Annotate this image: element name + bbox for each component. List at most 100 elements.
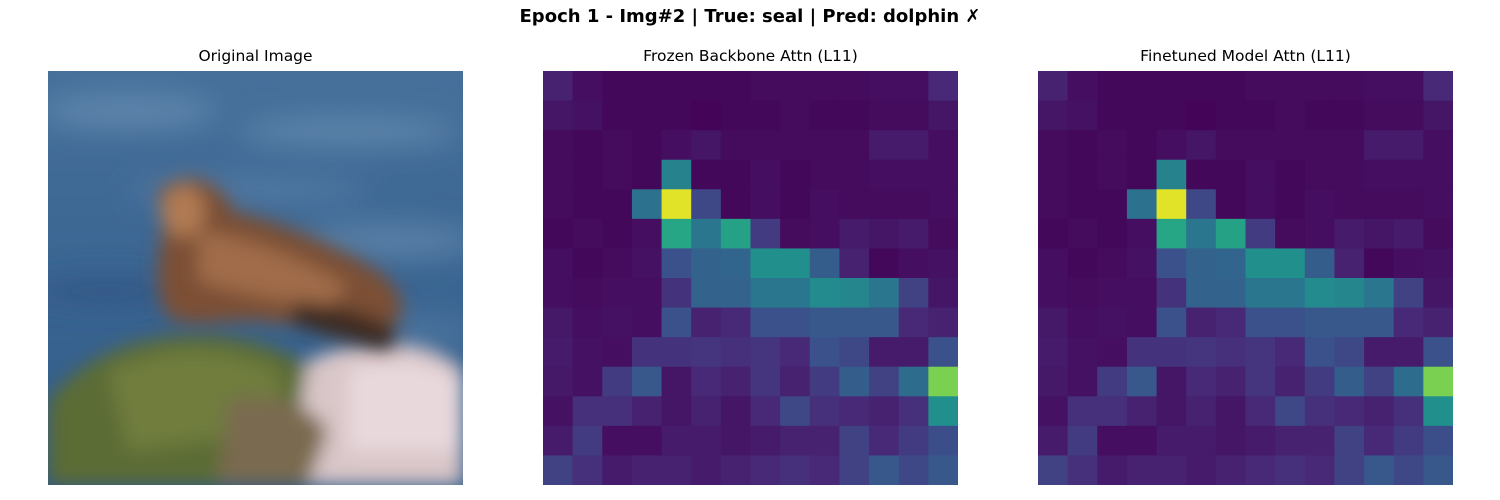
frozen-cell-r8-c5: [691, 307, 722, 338]
frozen-cell-r9-c2: [602, 337, 633, 368]
finetuned-cell-r1-c7: [1245, 100, 1276, 131]
frozen-cell-r0-c3: [631, 71, 663, 102]
frozen-cell-r6-c1: [572, 248, 603, 279]
finetuned-cell-r2-c11: [1364, 130, 1395, 161]
finetuned-cell-r6-c6: [1215, 248, 1247, 279]
frozen-cell-r13-c4: [661, 455, 692, 485]
frozen-cell-r0-c1: [572, 71, 603, 102]
finetuned-cell-r12-c4: [1156, 425, 1187, 457]
frozen-cell-r4-c6: [720, 189, 752, 220]
frozen-cell-r3-c12: [898, 159, 929, 190]
frozen-cell-r11-c10: [839, 396, 870, 427]
frozen-cell-r12-c3: [631, 425, 663, 457]
frozen-cell-r4-c5: [691, 189, 722, 220]
finetuned-cell-r2-c9: [1304, 130, 1336, 161]
frozen-cell-r13-c5: [691, 455, 722, 485]
frozen-cell-r1-c9: [809, 100, 841, 131]
frozen-cell-r11-c6: [720, 396, 752, 427]
finetuned-cell-r9-c3: [1126, 337, 1158, 368]
finetuned-cell-r9-c8: [1275, 337, 1306, 368]
finetuned-cell-r0-c6: [1215, 71, 1247, 102]
finetuned-cell-r13-c12: [1393, 455, 1424, 485]
frozen-cell-r6-c12: [898, 248, 929, 279]
frozen-cell-r9-c11: [869, 337, 900, 368]
finetuned-cell-r2-c0: [1038, 130, 1069, 161]
finetuned-cell-r5-c13: [1423, 218, 1453, 250]
finetuned-cell-r11-c1: [1067, 396, 1098, 427]
rock: [48, 335, 463, 485]
frozen-cell-r8-c2: [602, 307, 633, 338]
finetuned-cell-r8-c2: [1097, 307, 1128, 338]
finetuned-cell-r4-c7: [1245, 189, 1276, 220]
finetuned-heatmap: [1038, 71, 1453, 485]
finetuned-cell-r5-c10: [1334, 218, 1365, 250]
finetuned-cell-r10-c0: [1038, 366, 1069, 397]
frozen-cell-r2-c7: [750, 130, 781, 161]
finetuned-cell-r11-c6: [1215, 396, 1247, 427]
finetuned-cell-r10-c9: [1304, 366, 1336, 397]
frozen-cell-r8-c10: [839, 307, 870, 338]
finetuned-cell-r10-c2: [1097, 366, 1128, 397]
finetuned-cell-r6-c11: [1364, 248, 1395, 279]
finetuned-cell-r10-c3: [1126, 366, 1158, 397]
finetuned-cell-r7-c2: [1097, 278, 1128, 309]
finetuned-cell-r13-c0: [1038, 455, 1069, 485]
frozen-cell-r1-c12: [898, 100, 929, 131]
finetuned-cell-r9-c12: [1393, 337, 1424, 368]
frozen-cell-r7-c5: [691, 278, 722, 309]
finetuned-cell-r4-c1: [1067, 189, 1098, 220]
frozen-heatmap-svg: [543, 71, 958, 485]
frozen-cell-r8-c3: [631, 307, 663, 338]
frozen-cell-r8-c1: [572, 307, 603, 338]
finetuned-cell-r13-c5: [1186, 455, 1217, 485]
frozen-cell-r8-c12: [898, 307, 929, 338]
frozen-cell-r6-c10: [839, 248, 870, 279]
finetuned-cell-r1-c5: [1186, 100, 1217, 131]
frozen-cell-r5-c4: [661, 218, 692, 250]
finetuned-cell-r5-c12: [1393, 218, 1424, 250]
frozen-cell-r4-c0: [543, 189, 574, 220]
frozen-cell-r5-c3: [631, 218, 663, 250]
frozen-cell-r5-c5: [691, 218, 722, 250]
frozen-cell-r4-c2: [602, 189, 633, 220]
frozen-cell-r1-c4: [661, 100, 692, 131]
finetuned-cell-r12-c11: [1364, 425, 1395, 457]
finetuned-cell-r7-c8: [1275, 278, 1306, 309]
frozen-cell-r1-c8: [780, 100, 811, 131]
finetuned-cell-r12-c5: [1186, 425, 1217, 457]
frozen-cell-r11-c3: [631, 396, 663, 427]
finetuned-cell-r7-c11: [1364, 278, 1395, 309]
frozen-cell-r12-c2: [602, 425, 633, 457]
finetuned-cell-r8-c13: [1423, 307, 1453, 338]
frozen-cell-r5-c9: [809, 218, 841, 250]
finetuned-cell-r1-c3: [1126, 100, 1158, 131]
frozen-cell-r4-c10: [839, 189, 870, 220]
frozen-cell-r6-c2: [602, 248, 633, 279]
frozen-cell-r12-c9: [809, 425, 841, 457]
finetuned-cell-r5-c4: [1156, 218, 1187, 250]
frozen-cell-r6-c5: [691, 248, 722, 279]
finetuned-cell-r12-c10: [1334, 425, 1365, 457]
frozen-cell-r10-c9: [809, 366, 841, 397]
frozen-cell-r5-c13: [928, 218, 958, 250]
frozen-cell-r7-c11: [869, 278, 900, 309]
finetuned-cell-r9-c13: [1423, 337, 1453, 368]
finetuned-cell-r10-c7: [1245, 366, 1276, 397]
finetuned-cell-r8-c12: [1393, 307, 1424, 338]
frozen-cell-r6-c4: [661, 248, 692, 279]
finetuned-cell-r2-c12: [1393, 130, 1424, 161]
frozen-cell-r12-c8: [780, 425, 811, 457]
frozen-cell-r4-c13: [928, 189, 958, 220]
finetuned-cell-r11-c12: [1393, 396, 1424, 427]
finetuned-cell-r11-c0: [1038, 396, 1069, 427]
frozen-cell-r1-c2: [602, 100, 633, 131]
finetuned-cell-r5-c8: [1275, 218, 1306, 250]
frozen-cell-r10-c4: [661, 366, 692, 397]
frozen-cell-r10-c0: [543, 366, 574, 397]
frozen-cell-r0-c10: [839, 71, 870, 102]
frozen-cell-r0-c2: [602, 71, 633, 102]
finetuned-cell-r1-c8: [1275, 100, 1306, 131]
finetuned-cell-r10-c6: [1215, 366, 1247, 397]
finetuned-cell-r11-c8: [1275, 396, 1306, 427]
frozen-cell-r11-c2: [602, 396, 633, 427]
